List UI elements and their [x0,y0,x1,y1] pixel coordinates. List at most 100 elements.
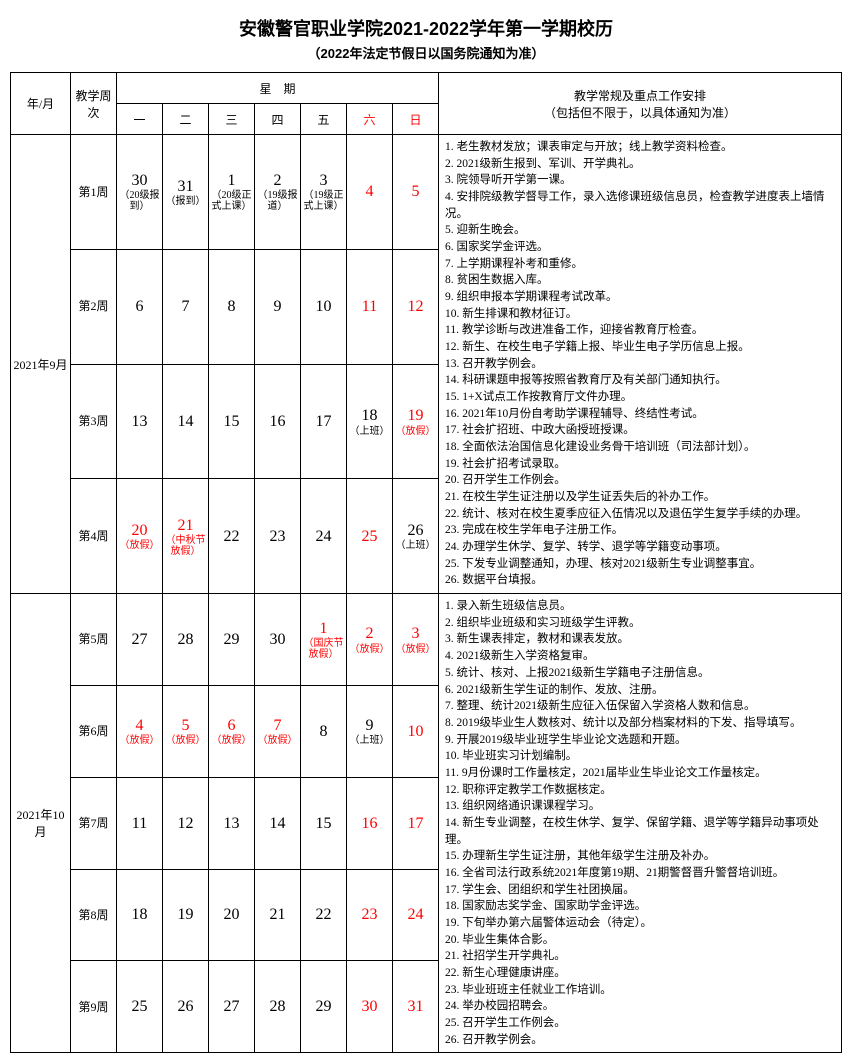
note-line: 14. 科研课题申报等按照省教育厅及有关部门通知执行。 [445,372,835,389]
day-cell: 28 [163,594,209,686]
day-cell: 1（国庆节放假） [301,594,347,686]
day-number: 2 [366,625,374,642]
day-number: 20 [224,906,240,923]
day-number: 31 [178,178,194,195]
month-label: 2021年10月 [11,594,71,1053]
note-line: 12. 职称评定教学工作数据核定。 [445,782,835,799]
day-cell: 23 [255,479,301,594]
page-title: 安徽警官职业学院2021-2022学年第一学期校历 [10,15,842,41]
day-cell: 20 [209,869,255,961]
day-number: 7 [274,717,282,734]
week-label: 第8周 [71,869,117,961]
day-number: 5 [412,183,420,200]
day-subtext: （20级报到） [119,190,160,212]
note-line: 10. 毕业班实习计划编制。 [445,748,835,765]
day-cell: 30 [255,594,301,686]
note-line: 10. 新生排课和教材征订。 [445,306,835,323]
note-line: 9. 组织申报本学期课程考试改革。 [445,289,835,306]
day-number: 31 [408,998,424,1015]
note-line: 22. 统计、核对在校生夏季应征入伍情况以及退伍学生复学手续的办理。 [445,506,835,523]
day-number: 8 [228,298,236,315]
day-cell: 28 [255,961,301,1053]
day-cell: 21 [255,869,301,961]
day-cell: 10 [301,249,347,364]
day-cell: 16 [347,777,393,869]
note-line: 23. 毕业班班主任就业工作培训。 [445,982,835,999]
day-number: 1 [228,172,236,189]
day-subtext: （放假） [257,735,298,746]
day-number: 7 [182,298,190,315]
day-cell: 4 [347,135,393,250]
day-number: 3 [412,625,420,642]
day-number: 17 [408,815,424,832]
day-subtext: （放假） [119,540,160,551]
day-number: 5 [182,717,190,734]
day-cell: 21（中秋节放假） [163,479,209,594]
note-line: 13. 召开教学例会。 [445,356,835,373]
day-number: 26 [408,522,424,539]
note-line: 25. 下发专业调整通知，办理、核对2021级新生专业调整事宜。 [445,556,835,573]
month-label: 2021年9月 [11,135,71,594]
day-number: 14 [270,815,286,832]
day-cell: 4（放假） [117,685,163,777]
note-line: 24. 办理学生休学、复学、转学、退学等学籍变动事项。 [445,539,835,556]
day-cell: 26 [163,961,209,1053]
hdr-tue: 二 [163,104,209,135]
day-subtext: （中秋节放假） [165,535,206,557]
note-line: 18. 全面依法治国信息化建设业务骨干培训班（司法部计划）。 [445,439,835,456]
hdr-wed: 三 [209,104,255,135]
day-number: 21 [178,517,194,534]
day-number: 16 [362,815,378,832]
day-cell: 22 [301,869,347,961]
day-subtext: （放假） [349,644,390,655]
note-line: 9. 开展2019级毕业班学生毕业论文选题和开题。 [445,732,835,749]
hdr-mon: 一 [117,104,163,135]
day-number: 11 [362,298,377,315]
day-cell: 24 [301,479,347,594]
day-number: 16 [270,413,286,430]
day-number: 29 [224,631,240,648]
week-label: 第5周 [71,594,117,686]
day-subtext: （20级正式上课） [211,190,252,212]
day-number: 9 [366,717,374,734]
day-cell: 19（放假） [393,364,439,479]
day-cell: 24 [393,869,439,961]
hdr-notes: 教学常规及重点工作安排 （包括但不限于，以具体通知为准） [439,73,842,135]
day-cell: 15 [301,777,347,869]
calendar-table: 年/月 教学周次 星 期 教学常规及重点工作安排 （包括但不限于，以具体通知为准… [10,72,842,1053]
day-cell: 31 [393,961,439,1053]
day-number: 4 [366,183,374,200]
day-cell: 9 [255,249,301,364]
day-number: 10 [408,723,424,740]
day-cell: 23 [347,869,393,961]
day-number: 18 [362,407,378,424]
day-cell: 17 [393,777,439,869]
note-line: 11. 教学诊断与改进准备工作，迎接省教育厅检查。 [445,322,835,339]
day-number: 19 [178,906,194,923]
note-line: 2. 2021级新生报到、军训、开学典礼。 [445,156,835,173]
day-cell: 6（放假） [209,685,255,777]
day-number: 15 [316,815,332,832]
note-line: 8. 2019级毕业生人数核对、统计以及部分档案材料的下发、指导填写。 [445,715,835,732]
day-subtext: （国庆节放假） [303,638,344,660]
day-number: 25 [132,998,148,1015]
day-number: 11 [132,815,147,832]
note-line: 18. 国家励志奖学金、国家助学金评选。 [445,898,835,915]
day-number: 17 [316,413,332,430]
note-line: 19. 社会扩招考试录取。 [445,456,835,473]
week-label: 第9周 [71,961,117,1053]
day-number: 24 [316,528,332,545]
day-number: 23 [270,528,286,545]
day-cell: 2（19级报道） [255,135,301,250]
day-number: 12 [408,298,424,315]
note-line: 15. 办理新生学生证注册，其他年级学生注册及补办。 [445,848,835,865]
day-cell: 30 [347,961,393,1053]
note-line: 16. 全省司法行政系统2021年度第19期、21期警督晋升警督培训班。 [445,865,835,882]
day-number: 8 [320,723,328,740]
day-cell: 8 [301,685,347,777]
day-subtext: （19级报道） [257,190,298,212]
day-number: 13 [132,413,148,430]
day-cell: 3（19级正式上课） [301,135,347,250]
day-cell: 12 [163,777,209,869]
day-number: 18 [132,906,148,923]
